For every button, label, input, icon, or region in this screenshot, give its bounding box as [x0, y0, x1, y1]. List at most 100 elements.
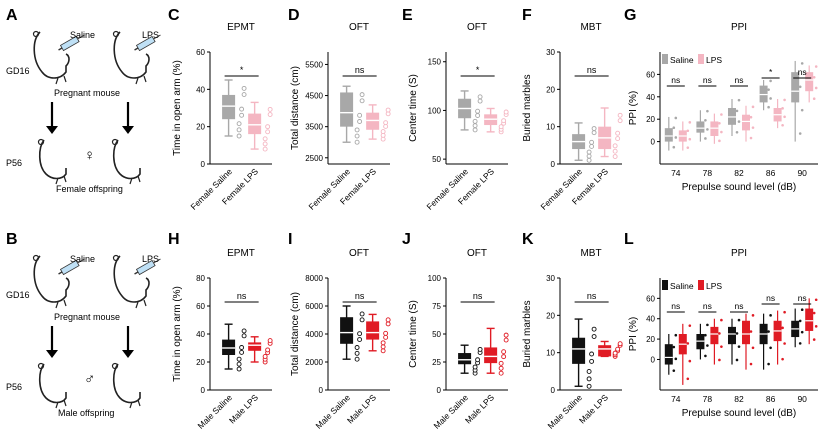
data-point	[674, 357, 678, 361]
data-point	[262, 354, 268, 359]
box	[791, 72, 800, 103]
data-point	[380, 340, 386, 346]
data-point	[354, 350, 360, 356]
data-point	[674, 116, 678, 120]
data-point	[718, 121, 721, 125]
significance-label: ns	[355, 291, 365, 301]
data-point	[751, 126, 755, 129]
data-point	[586, 369, 592, 374]
data-point	[737, 120, 741, 123]
data-point	[615, 346, 621, 352]
data-point	[735, 332, 739, 335]
data-point	[812, 311, 816, 315]
data-point	[354, 133, 360, 139]
offspring-mouse-icon	[111, 362, 141, 409]
x-tick-label: 78	[703, 168, 713, 178]
data-point	[688, 324, 692, 327]
data-point	[720, 318, 723, 322]
saline-label: Saline	[70, 254, 95, 264]
significance-label: ns	[703, 301, 712, 311]
y-tick-label: 6000	[305, 302, 323, 311]
significance-label: ns	[735, 75, 744, 85]
legend-swatch-lps	[698, 54, 704, 64]
y-tick-label: 20	[646, 335, 655, 344]
data-point	[241, 85, 247, 91]
box	[805, 72, 814, 92]
box	[458, 353, 472, 365]
x-axis-label: Prepulse sound level (dB)	[682, 182, 797, 193]
arrow-head	[46, 350, 58, 358]
offspring-mouse-icon	[37, 138, 67, 185]
data-point	[781, 326, 784, 330]
data-point	[236, 121, 242, 127]
offspring-mouse-icon	[37, 362, 67, 409]
pregnant-label: Pregnant mouse	[54, 88, 120, 98]
y-tick-label: 2000	[305, 358, 323, 367]
y-axis-label: Buried marbles	[522, 74, 533, 141]
data-point	[749, 136, 753, 140]
y-axis-label: Time in open arm (%)	[172, 60, 183, 156]
data-point	[591, 126, 597, 131]
data-point	[586, 383, 592, 389]
data-point	[265, 129, 271, 135]
legend-label-lps: LPS	[706, 55, 722, 65]
data-point	[236, 361, 242, 367]
box	[805, 308, 814, 331]
data-point	[704, 333, 707, 337]
panel-letter-a: A	[6, 7, 18, 24]
data-point	[798, 319, 802, 323]
significance-label: ns	[671, 301, 680, 311]
panel-letter-c: C	[168, 7, 180, 24]
data-point	[783, 98, 786, 102]
chart-title: OFT	[349, 248, 369, 259]
panel-letter-f: F	[522, 7, 532, 24]
data-point	[586, 153, 592, 159]
y-tick-label: 25	[432, 358, 441, 367]
data-point	[686, 129, 690, 133]
lps-label: LPS	[142, 30, 159, 40]
chart-title: OFT	[467, 248, 487, 259]
y-tick-label: 50	[432, 330, 441, 339]
data-point	[503, 337, 509, 343]
data-point	[357, 331, 363, 337]
significance-label: *	[240, 65, 244, 75]
data-point	[672, 345, 676, 349]
y-tick-label: 0	[201, 386, 206, 395]
y-tick-label: 20	[546, 85, 555, 94]
data-point	[477, 346, 483, 352]
data-point	[781, 123, 784, 127]
data-point	[383, 334, 389, 340]
data-point	[706, 109, 709, 113]
data-point	[706, 323, 709, 327]
panel-letter-e: E	[402, 7, 413, 24]
data-point	[267, 112, 273, 117]
pregnant-mouse-saline-icon	[32, 30, 70, 85]
x-tick-label: 86	[766, 168, 776, 178]
y-axis-label: Total distance (cm)	[290, 66, 301, 150]
data-point	[751, 346, 755, 350]
data-point	[477, 94, 483, 100]
data-point	[475, 113, 481, 118]
data-point	[735, 109, 739, 113]
data-point	[589, 358, 595, 364]
significance-label: ns	[798, 293, 807, 303]
data-point	[672, 369, 676, 372]
data-point	[472, 364, 478, 370]
category-label: Male LPS	[463, 392, 496, 425]
data-point	[800, 108, 804, 112]
y-tick-label: 30	[546, 274, 555, 283]
data-point	[385, 107, 391, 113]
y-tick-label: 60	[196, 302, 205, 311]
data-point	[812, 338, 816, 341]
data-point	[749, 330, 753, 333]
y-tick-label: 60	[646, 70, 655, 79]
panel-letter-k: K	[522, 231, 534, 248]
y-axis-label: Time in open arm (%)	[172, 286, 183, 382]
y-tick-label: 4000	[305, 330, 323, 339]
data-point	[617, 118, 623, 124]
data-point	[236, 133, 242, 139]
data-point	[236, 356, 242, 362]
data-point	[239, 106, 245, 112]
data-point	[589, 144, 595, 149]
data-point	[800, 62, 804, 65]
